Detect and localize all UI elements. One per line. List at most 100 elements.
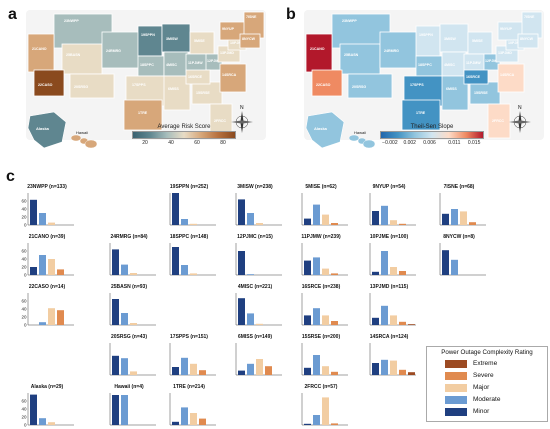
region-label: 1TRE	[416, 111, 426, 115]
colorbar-tick-label: 0.002	[403, 140, 416, 146]
bar-moderate	[181, 357, 188, 375]
bar-moderate	[181, 265, 188, 275]
region-3misw	[161, 23, 191, 53]
bar-moderate	[247, 363, 254, 375]
bar-minor	[304, 315, 311, 325]
region-5mise	[467, 31, 493, 55]
chart-title: Alaska (n=29)	[30, 384, 64, 390]
region-bar-chart: 13PJMD (n=115)	[360, 284, 418, 329]
chart-title: 15SRSE (n=200)	[301, 334, 341, 340]
bar-moderate	[381, 205, 388, 225]
bar-minor	[172, 247, 179, 275]
region-label: 10PJME	[230, 41, 244, 45]
region-21cano	[305, 33, 333, 73]
chart-title: 6MISS (n=149)	[237, 334, 273, 340]
bar-minor	[172, 367, 179, 375]
bar-moderate	[247, 274, 254, 275]
region-label: 7ISNE	[524, 15, 535, 19]
region-label: 20SRSG	[352, 85, 366, 89]
region-8nycw	[239, 33, 261, 49]
bar-moderate	[451, 209, 458, 225]
region-label: 1TRE	[138, 111, 148, 115]
region-label: 15SRSE	[196, 91, 210, 95]
region-bar-chart: 3MISW (n=238)	[226, 184, 284, 229]
region-14srca	[219, 63, 247, 93]
chart-title: 10PJME (n=100)	[369, 234, 409, 240]
region-16srce	[463, 69, 489, 85]
bar-minor	[30, 394, 37, 425]
bar-moderate	[121, 395, 128, 425]
bar-major	[322, 397, 329, 425]
region-bar-chart: 22CASO (n=14) 0 20 40 60	[18, 284, 76, 329]
chart-title: 16SRCE (n=238)	[301, 284, 341, 290]
legend-label: Moderate	[473, 396, 501, 403]
region-label: 23NWPP	[64, 19, 79, 23]
chart-title: 18SPPC (n=148)	[169, 234, 209, 240]
legend-swatch	[445, 360, 467, 368]
region-bar-chart: 17SPPS (n=151)	[160, 334, 218, 379]
bar-major	[48, 222, 55, 225]
colorbar-tick-label: 0.011	[448, 140, 461, 146]
region-1tre	[401, 99, 441, 131]
bar-minor	[112, 249, 119, 275]
region-label: 14SRCA	[500, 73, 515, 77]
region-label: 21CANO	[310, 47, 325, 51]
bar-major	[460, 211, 467, 225]
bar-moderate	[381, 251, 388, 275]
region-label: 14SRCA	[222, 73, 237, 77]
chart-title: 1TRE (n=214)	[173, 384, 205, 390]
region-label: 12PJMC	[207, 59, 221, 63]
region-label: 17SPPS	[410, 83, 424, 87]
region-label: 13PJMD	[220, 51, 234, 55]
bar-moderate	[313, 257, 320, 275]
bar-moderate	[313, 355, 320, 375]
chart-title: 3MISW (n=238)	[237, 184, 273, 190]
region-label: 11PJMW	[466, 61, 481, 65]
y-tick-label: 0	[24, 273, 27, 277]
region-3misw	[439, 23, 469, 53]
region-bar-chart: 25BASN (n=93)	[100, 284, 158, 329]
region-label: 11PJMW	[188, 61, 203, 65]
region-bar-chart: 5MISE (n=62)	[292, 184, 350, 229]
chart-title: 23NWPP (n=133)	[27, 184, 67, 190]
bar-major	[256, 323, 263, 325]
colorbar-title: Theil-Sen Slope	[410, 124, 454, 130]
region-bar-chart: Hawaii (n=4)	[100, 384, 158, 429]
y-tick-label: 0	[24, 423, 27, 427]
bar-minor	[112, 299, 119, 325]
bar-major	[322, 315, 329, 325]
region-label: 5MISE	[472, 39, 483, 43]
bar-minor	[172, 193, 179, 225]
y-tick-label: 20	[21, 415, 27, 420]
colorbar-gradient	[380, 131, 484, 139]
bar-minor	[442, 250, 449, 275]
region-bar-chart: 20SRSG (n=43)	[100, 334, 158, 379]
chart-title: Hawaii (n=4)	[114, 384, 144, 390]
bar-severe	[331, 423, 338, 425]
risk-score-map: 23NWPP 25BASN 21CANO 22CASO 24RMRG 20SRSG 19SP…	[26, 10, 266, 149]
region-label: 24RMRG	[384, 49, 399, 53]
panel-label-b: b	[286, 6, 296, 23]
region-14srca	[497, 63, 525, 93]
chart-title: 19SPPN (n=252)	[169, 184, 209, 190]
bar-moderate	[247, 313, 254, 325]
region-label: 6MISS	[168, 87, 179, 91]
region-bar-chart: 12PJMC (n=15)	[226, 234, 284, 279]
inset-label-alaska: Alaska	[314, 126, 328, 131]
bar-minor	[112, 395, 119, 425]
region-label: 16SRCE	[466, 75, 481, 79]
panel-label-c: c	[6, 168, 15, 185]
chart-title: 20SRSG (n=43)	[111, 334, 147, 340]
inset-label-alaska: Alaska	[36, 126, 50, 131]
region-bar-chart: 8NYCW (n=8)	[430, 234, 488, 279]
bar-severe	[331, 273, 338, 275]
bar-moderate	[181, 219, 188, 225]
region-label: 19SPPN	[419, 33, 433, 37]
chart-title: 24RMRG (n=84)	[110, 234, 148, 240]
colorbar-tick-label: 20	[142, 140, 148, 146]
compass-north-label: N	[240, 105, 244, 111]
bar-moderate	[121, 358, 128, 375]
bar-extreme	[408, 372, 415, 375]
y-tick-label: 40	[21, 407, 27, 412]
slope-colorbar: Theil-Sen Slope −0.002 0.002 0.006 0.011 0.0…	[380, 124, 484, 147]
